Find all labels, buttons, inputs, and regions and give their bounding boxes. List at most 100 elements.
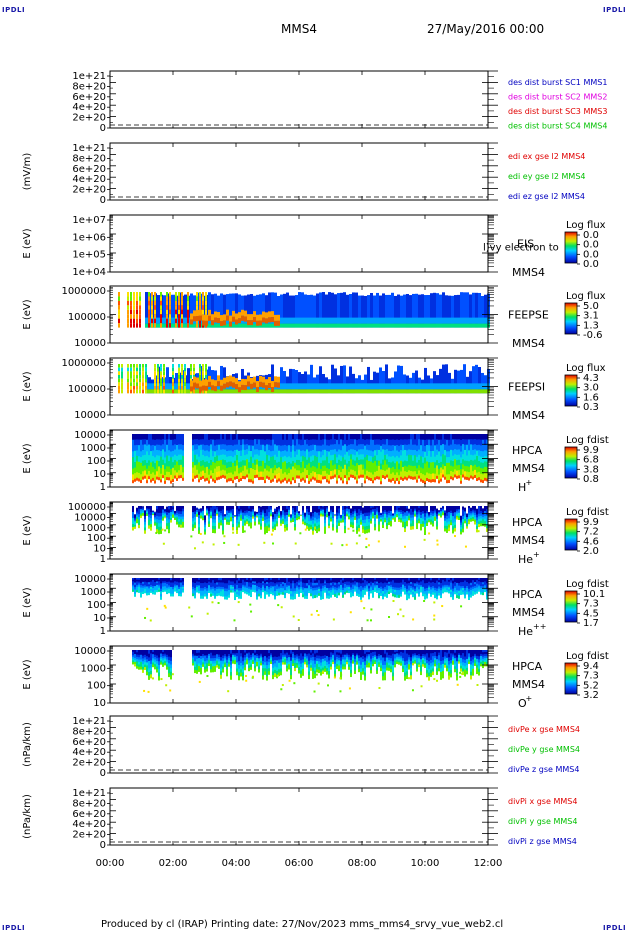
- legend-divpi-3: divPi z gse MMS4: [508, 837, 577, 846]
- hpca-o-ytick: 10: [93, 698, 106, 709]
- hpca-h-ytick: 100: [87, 456, 106, 467]
- hpca-he-sc: MMS4: [512, 534, 545, 547]
- feepse-colorbar: [564, 302, 578, 335]
- des-dist-burst-ytick: 1e+21: [72, 71, 106, 82]
- date-title: 27/May/2016 00:00: [427, 22, 545, 36]
- hpca-h-species: H: [518, 481, 526, 494]
- feepsi-colorbar-title: Log flux: [566, 363, 606, 374]
- feepsi-ylabel: E (eV): [22, 371, 33, 401]
- hpca-hepp-colorbar-title: Log fdist: [566, 579, 609, 590]
- hpca-hepp-colorbar: [564, 590, 578, 623]
- des-dist-burst-ytick: 2e+20: [72, 113, 106, 124]
- feepsi-instrument: FEEPSI: [508, 381, 545, 394]
- edi-ytick: 6e+20: [72, 164, 106, 175]
- eis-colorbar: [564, 231, 578, 264]
- hpca-h-instrument: HPCA: [512, 444, 543, 457]
- legend-des-dist-burst-1: des dist burst SC1 MMS1: [508, 78, 607, 87]
- time-tick-label: 12:00: [474, 858, 503, 869]
- feepse-colorbar-tick: 5.0: [583, 301, 599, 312]
- hpca-h-colorbar: [564, 446, 578, 479]
- legend-edi-1: edi ex gse l2 MMS4: [508, 152, 585, 161]
- time-tick-label: 02:00: [159, 858, 188, 869]
- des-dist-burst-ytick: 6e+20: [72, 92, 106, 103]
- edi-ytick: 1e+21: [72, 143, 106, 154]
- feepsi-ytick: 100000: [68, 384, 106, 395]
- divpe-ytick: 6e+20: [72, 737, 106, 748]
- hpca-h-sc: MMS4: [512, 462, 545, 475]
- tick-marks: [110, 715, 498, 774]
- hpca-h-colorbar-tick: 3.8: [583, 464, 599, 475]
- hpca-he-ytick: 1000: [81, 523, 106, 534]
- hpca-o-species: O: [518, 697, 527, 710]
- spacecraft-title: MMS4: [281, 22, 317, 36]
- tick-marks: [110, 573, 498, 632]
- hpca-h-colorbar-title: Log fdist: [566, 435, 609, 446]
- hpca-hepp-ytick: 10000: [74, 574, 106, 585]
- feepse-colorbar-tick: -0.6: [583, 330, 603, 341]
- hpca-hepp-charge: ++: [533, 622, 546, 631]
- tick-marks: [110, 501, 498, 560]
- feepsi-spectrogram: [118, 360, 490, 394]
- hpca-h-colorbar-tick: 6.8: [583, 455, 599, 466]
- legend-divpi-2: divPi y gse MMS4: [508, 817, 577, 826]
- edi-ytick: 0: [100, 195, 106, 206]
- legend-des-dist-burst-4: des dist burst SC4 MMS4: [508, 122, 607, 131]
- hpca-o-colorbar-title: Log fdist: [566, 651, 609, 662]
- legend-des-dist-burst-3: des dist burst SC3 MMS3: [508, 107, 607, 116]
- hpca-he-ytick: 1: [100, 554, 106, 565]
- feepsi-colorbar-tick: 4.3: [583, 373, 599, 384]
- feepsi-colorbar-tick: 0.3: [583, 402, 599, 413]
- hpca-he-colorbar-tick: 7.2: [583, 527, 599, 538]
- divpi-ylabel: (nPa/km): [22, 794, 33, 839]
- edi-ylabel: (mV/m): [22, 153, 33, 191]
- legend-divpe-3: divPe z gse MMS4: [508, 765, 579, 774]
- eis-ytick: 1e+05: [72, 250, 106, 261]
- tick-marks: [110, 142, 498, 201]
- hpca-he-ytick: 100000: [68, 502, 106, 513]
- hpca-h-spectrogram: [132, 434, 488, 485]
- divpi-ytick: 0: [100, 840, 106, 851]
- legend-divpi-1: divPi x gse MMS4: [508, 797, 577, 806]
- hpca-he-instrument: HPCA: [512, 516, 543, 529]
- feepsi-ytick: 1000000: [61, 358, 106, 369]
- hpca-h-ylabel: E (eV): [22, 443, 33, 473]
- edi-frame: [109, 142, 489, 201]
- corner-label-bottom-left: IPDLI: [2, 924, 26, 932]
- tick-marks: [110, 285, 498, 344]
- hpca-o-ytick: 10000: [74, 646, 106, 657]
- tick-marks: [110, 429, 498, 488]
- time-tick-label: 08:00: [348, 858, 377, 869]
- hpca-o-instrument: HPCA: [512, 660, 543, 673]
- feepse-ytick: 1000000: [61, 286, 106, 297]
- hpca-h-ytick: 1: [100, 482, 106, 493]
- hpca-he-colorbar-tick: 9.9: [583, 517, 599, 528]
- hpca-he-ytick: 10000: [74, 512, 106, 523]
- legend-edi-3: edi ez gse l2 MMS4: [508, 192, 585, 201]
- tick-marks: [110, 645, 498, 704]
- des-dist-burst-ytick: 0: [100, 123, 106, 134]
- hpca-hepp-ylabel: E (eV): [22, 587, 33, 617]
- tick-marks: [110, 357, 498, 416]
- hpca-hepp-ytick: 1: [100, 626, 106, 637]
- hpca-h-ytick: 1000: [81, 443, 106, 454]
- hpca-h-ytick: 10000: [74, 430, 106, 441]
- hpca-he-species: He: [518, 553, 533, 566]
- tick-marks: [110, 70, 498, 129]
- eis-ytick: 1e+07: [72, 215, 106, 226]
- divpe-ytick: 8e+20: [72, 726, 106, 737]
- feepse-colorbar-tick: 1.3: [583, 320, 599, 331]
- feepse-colorbar-tick: 3.1: [583, 311, 599, 322]
- time-tick-label: 10:00: [411, 858, 440, 869]
- hpca-o-colorbar-tick: 7.3: [583, 671, 599, 682]
- feepse-spectrogram: [118, 292, 490, 328]
- hpca-he-colorbar-tick: 4.6: [583, 536, 599, 547]
- hpca-h-colorbar-tick: 0.8: [583, 474, 599, 485]
- des-dist-burst-frame: [109, 70, 489, 129]
- legend-des-dist-burst-2: des dist burst SC2 MMS2: [508, 93, 607, 102]
- eis-ylabel: E (eV): [22, 228, 33, 258]
- hpca-he-colorbar: [564, 518, 578, 551]
- des-dist-burst-ytick: 8e+20: [72, 81, 106, 92]
- eis-instrument: EIS: [517, 238, 534, 251]
- eis-colorbar-tick: 0.0: [583, 259, 599, 270]
